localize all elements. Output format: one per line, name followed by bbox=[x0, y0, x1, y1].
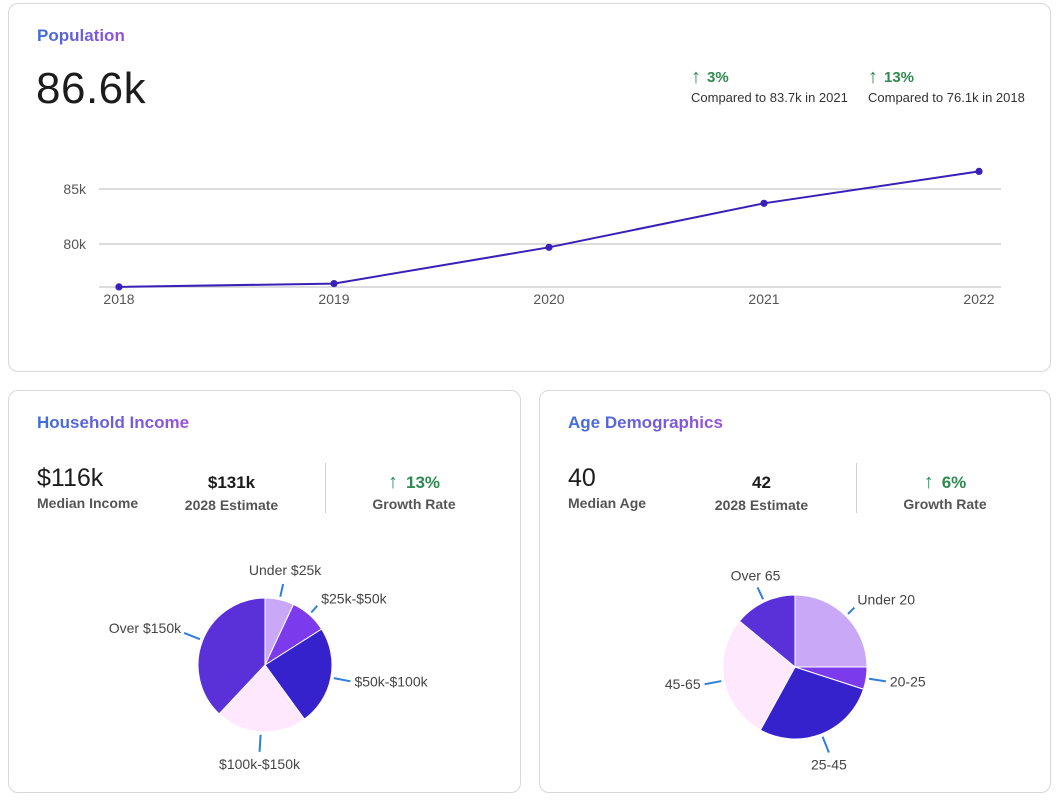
pie-slice bbox=[794, 594, 868, 668]
slice-label: Under 20 bbox=[857, 592, 915, 608]
slice-label: $50k-$100k bbox=[354, 673, 428, 689]
median-income-label: Median Income bbox=[37, 495, 139, 511]
slice-label: $25k-$50k bbox=[321, 591, 387, 607]
slice-label: 20-25 bbox=[890, 673, 926, 689]
x-tick-label: 2022 bbox=[963, 291, 994, 307]
leader-line bbox=[333, 677, 351, 683]
arrow-up-icon: ↑ bbox=[691, 66, 701, 88]
age-pie-chart: Under 20 20-25 25-45 45-65 Over 65 bbox=[665, 567, 926, 773]
income-growth-value: 13% bbox=[405, 473, 441, 492]
population-line-chart: 80k 85k 2018 2019 2020 2021 2022 bbox=[63, 167, 1001, 307]
divider bbox=[856, 463, 857, 513]
leader-line bbox=[310, 605, 318, 614]
population-card: Population 86.6k ↑ 3% Compared to 83.7k i… bbox=[8, 3, 1051, 372]
delta-vs-2021: ↑ 3% Compared to 83.7k in 2021 bbox=[691, 66, 848, 105]
median-age-value: 40 bbox=[568, 464, 596, 492]
slice-label: Over $150k bbox=[109, 620, 182, 636]
data-point bbox=[975, 167, 983, 175]
x-tick-label: 2020 bbox=[533, 291, 564, 307]
y-tick-label: 85k bbox=[63, 181, 87, 197]
median-age: 40 Median Age bbox=[568, 464, 646, 511]
x-tick-label: 2019 bbox=[318, 291, 349, 307]
leader-line bbox=[183, 632, 201, 641]
leader-line bbox=[704, 680, 722, 686]
leader-line bbox=[756, 586, 764, 600]
median-income-value: $116k bbox=[37, 464, 104, 492]
data-point bbox=[760, 199, 768, 207]
data-point bbox=[545, 243, 553, 251]
income-estimate-label: 2028 Estimate bbox=[184, 497, 279, 513]
pie-slice bbox=[218, 664, 306, 733]
x-tick-label: 2021 bbox=[748, 291, 779, 307]
income-pie-chart: Under $25k $25k-$50k $50k-$100k $100k-$150k… bbox=[109, 562, 429, 772]
age-estimate-label: 2028 Estimate bbox=[714, 497, 809, 513]
pie-slice bbox=[759, 666, 865, 740]
population-value: 86.6k bbox=[36, 64, 147, 113]
household-income-card: Household Income $116k Median Income $13… bbox=[8, 390, 521, 793]
age-estimate-value: 42 bbox=[752, 473, 771, 492]
data-point bbox=[115, 283, 123, 291]
delta-compare-text: Compared to 76.1k in 2018 bbox=[868, 90, 1025, 105]
slice-label: 45-65 bbox=[665, 676, 701, 692]
age-demographics-card: Age Demographics 40 Median Age 42 2028 E… bbox=[539, 390, 1051, 793]
median-age-label: Median Age bbox=[568, 495, 647, 511]
pie-slice bbox=[738, 594, 796, 669]
age-growth: ↑ 6% Growth Rate bbox=[885, 471, 1005, 512]
x-tick-label: 2018 bbox=[103, 291, 134, 307]
delta-compare-text: Compared to 83.7k in 2021 bbox=[691, 90, 848, 105]
divider bbox=[325, 463, 326, 513]
population-title: Population bbox=[37, 26, 125, 45]
median-income: $116k Median Income bbox=[37, 464, 138, 511]
age-title: Age Demographics bbox=[568, 413, 723, 432]
income-estimate: $131k 2028 Estimate bbox=[169, 473, 294, 513]
delta-pct: 13% bbox=[884, 69, 915, 86]
leader-line bbox=[258, 734, 262, 752]
age-growth-label: Growth Rate bbox=[903, 496, 987, 512]
delta-pct: 3% bbox=[707, 69, 729, 86]
income-estimate-value: $131k bbox=[207, 473, 256, 492]
slice-label: $100k-$150k bbox=[219, 756, 301, 772]
income-title: Household Income bbox=[37, 413, 190, 432]
slice-label: 25-45 bbox=[811, 757, 847, 773]
leader-line bbox=[847, 606, 856, 615]
income-growth-label: Growth Rate bbox=[372, 496, 456, 512]
pie-slice bbox=[197, 597, 266, 715]
y-tick-label: 80k bbox=[63, 236, 87, 252]
arrow-up-icon: ↑ bbox=[868, 66, 878, 88]
income-growth: ↑ 13% Growth Rate bbox=[354, 471, 474, 512]
data-point bbox=[330, 280, 338, 288]
age-growth-value: 6% bbox=[941, 473, 967, 492]
age-estimate: 42 2028 Estimate bbox=[699, 473, 824, 513]
slice-label: Under $25k bbox=[249, 562, 322, 578]
pie-slice bbox=[722, 620, 796, 731]
delta-vs-2018: ↑ 13% Compared to 76.1k in 2018 bbox=[868, 66, 1025, 105]
slice-label: Over 65 bbox=[731, 567, 781, 583]
leader-line bbox=[821, 736, 830, 753]
leader-line bbox=[279, 583, 285, 597]
arrow-up-icon: ↑ bbox=[387, 471, 398, 493]
pie-slice bbox=[264, 628, 333, 720]
leader-line bbox=[868, 677, 887, 683]
arrow-up-icon: ↑ bbox=[923, 471, 934, 493]
